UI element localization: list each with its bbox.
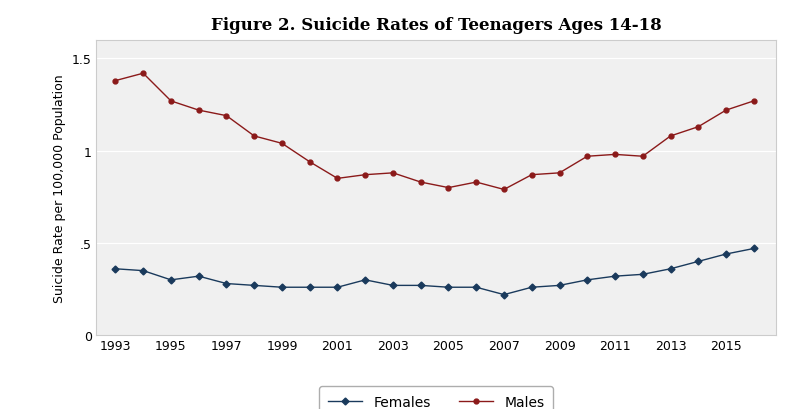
Females [499, 292, 509, 297]
Females [250, 283, 259, 288]
Females [610, 274, 620, 279]
Females [666, 267, 675, 272]
Males [194, 108, 203, 113]
Females [166, 278, 176, 283]
Males [499, 187, 509, 192]
Females [554, 283, 564, 288]
Females [444, 285, 454, 290]
Males [361, 173, 370, 178]
Males [333, 177, 342, 182]
Males [527, 173, 537, 178]
Line: Females: Females [113, 247, 756, 297]
Line: Males: Males [113, 72, 756, 192]
Males [610, 153, 620, 157]
Males [471, 180, 481, 185]
Males [388, 171, 398, 176]
Males [250, 134, 259, 139]
Title: Figure 2. Suicide Rates of Teenagers Ages 14-18: Figure 2. Suicide Rates of Teenagers Age… [210, 17, 662, 34]
Females [388, 283, 398, 288]
Males [277, 142, 286, 146]
Males [222, 114, 231, 119]
Females [222, 281, 231, 286]
Females [694, 259, 703, 264]
Males [666, 134, 675, 139]
Males [166, 99, 176, 104]
Females [527, 285, 537, 290]
Males [554, 171, 564, 176]
Males [416, 180, 426, 185]
Males [582, 154, 592, 159]
Females [471, 285, 481, 290]
Males [749, 99, 758, 104]
Females [722, 252, 731, 257]
Males [722, 108, 731, 113]
Females [361, 278, 370, 283]
Females [305, 285, 314, 290]
Females [638, 272, 647, 277]
Y-axis label: Suicide Rate per 100,000 Population: Suicide Rate per 100,000 Population [54, 74, 66, 302]
Males [638, 154, 647, 159]
Females [333, 285, 342, 290]
Males [444, 186, 454, 191]
Males [110, 79, 120, 84]
Females [582, 278, 592, 283]
Females [194, 274, 203, 279]
Males [305, 160, 314, 165]
Females [138, 268, 148, 273]
Males [694, 125, 703, 130]
Females [110, 267, 120, 272]
Females [277, 285, 286, 290]
Females [416, 283, 426, 288]
Females [749, 246, 758, 251]
Legend: Females, Males: Females, Males [319, 387, 553, 409]
Males [138, 72, 148, 76]
